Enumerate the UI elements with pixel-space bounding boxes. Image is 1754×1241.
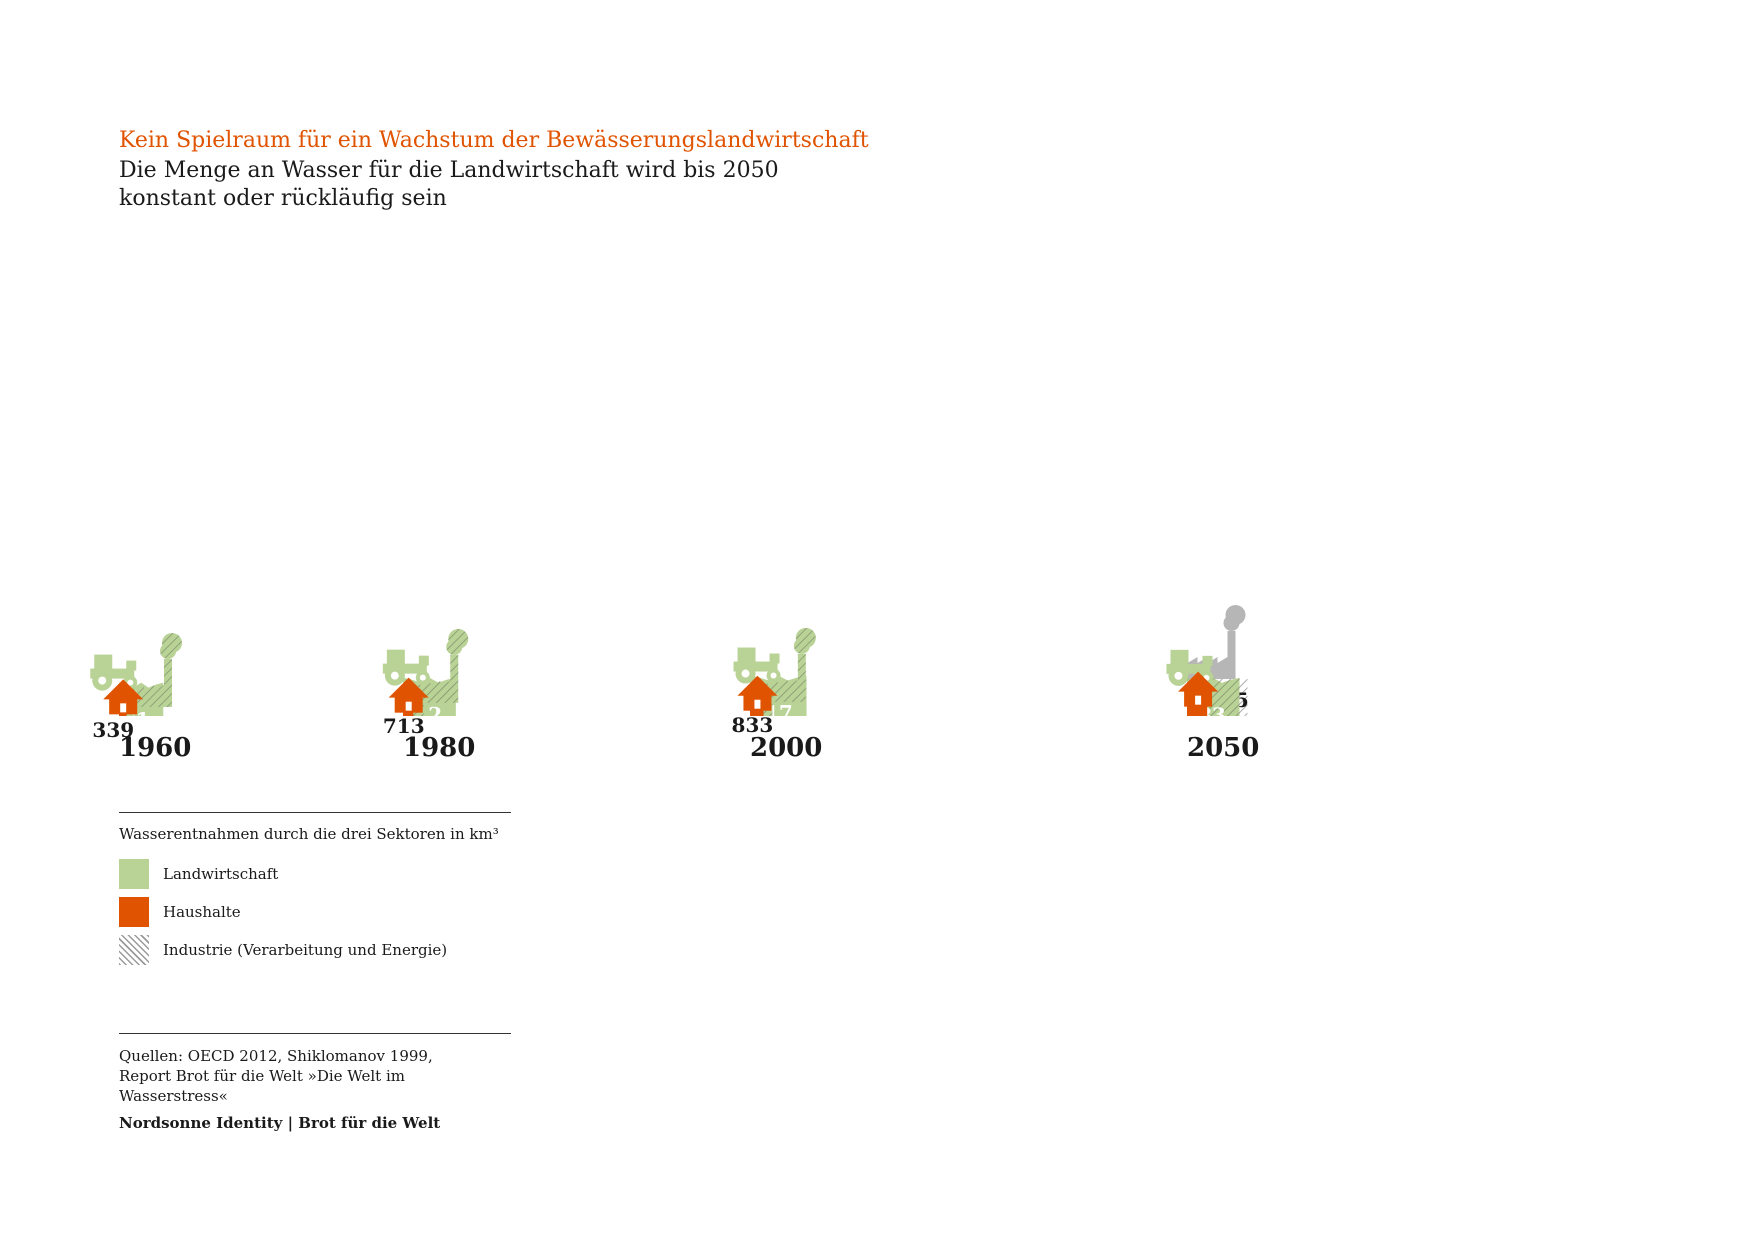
sources-text: Quellen: OECD 2012, Shiklomanov 1999, Re… xyxy=(119,1046,511,1106)
legend-swatch-agriculture xyxy=(119,859,149,889)
subtitle-line-1: Die Menge an Wasser für die Landwirtscha… xyxy=(119,158,779,183)
households-bar-2050 xyxy=(1187,703,1208,716)
year-label-1980: 1980 xyxy=(403,733,475,763)
tractor-icon xyxy=(382,649,430,686)
factory-icon xyxy=(410,628,469,703)
house-icon xyxy=(103,679,144,715)
households-label-1980: 219 xyxy=(387,731,429,755)
house-icon xyxy=(1178,671,1219,707)
legend-swatch-households xyxy=(119,897,149,927)
house-icon xyxy=(737,675,778,711)
tractor-icon xyxy=(90,654,138,691)
sources: Quellen: OECD 2012, Shiklomanov 1999, Re… xyxy=(119,1033,511,1106)
industry-label-1960: 339 xyxy=(92,718,134,742)
households-label-2050: 833 xyxy=(1176,725,1218,749)
households-bar-2000 xyxy=(750,707,764,716)
households-label-2000: 375 xyxy=(736,729,778,753)
credit: Nordsonne Identity | Brot für die Welt xyxy=(119,1114,441,1132)
legend-label-agriculture: Landwirtschaft xyxy=(163,865,279,883)
legend-label-households: Haushalte xyxy=(163,903,241,921)
legend: Wasserentnahmen durch die drei Sektoren … xyxy=(119,812,511,973)
legend-heading: Wasserentnahmen durch die drei Sektoren … xyxy=(119,825,499,843)
chart-title: Kein Spielraum für ein Wachstum der Bewä… xyxy=(119,128,869,153)
legend-item-industry: Industrie (Verarbeitung und Energie) xyxy=(119,935,511,965)
legend-label-industry: Industrie (Verarbeitung und Energie) xyxy=(163,941,448,959)
tractor-icon xyxy=(733,647,781,684)
sources-line-1: Quellen: OECD 2012, Shiklomanov 1999, xyxy=(119,1047,433,1065)
legend-item-agriculture: Landwirtschaft xyxy=(119,859,511,889)
chart-subtitle: Die Menge an Wasser für die Landwirtscha… xyxy=(119,157,819,213)
tractor-icon xyxy=(1166,649,1214,686)
house-icon xyxy=(388,677,429,713)
households-label-1960: 118 xyxy=(102,732,144,756)
sources-divider xyxy=(119,1033,511,1034)
year-label-1960: 1960 xyxy=(119,733,191,763)
year-label-2050: 2050 xyxy=(1187,733,1259,763)
legend-divider xyxy=(119,812,511,813)
legend-item-households: Haushalte xyxy=(119,897,511,927)
subtitle-line-2: konstant oder rückläufig sein xyxy=(119,186,447,211)
industry-label-1980: 713 xyxy=(383,714,425,738)
legend-swatch-industry xyxy=(119,935,149,965)
year-label-2000: 2000 xyxy=(750,733,822,763)
industry-label-2000: 833 xyxy=(732,713,774,737)
sources-line-2: Report Brot für die Welt »Die Welt im Wa… xyxy=(119,1067,405,1105)
households-bar-1980 xyxy=(403,709,414,716)
